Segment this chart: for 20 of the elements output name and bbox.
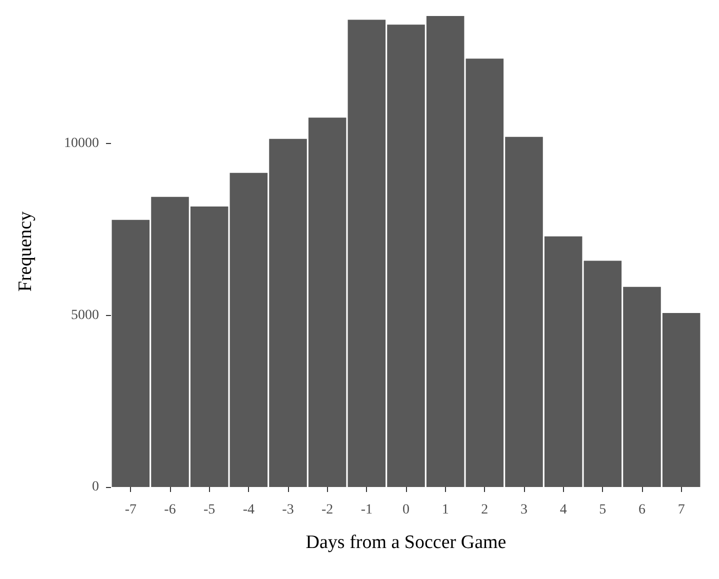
x-tick-label: -1 — [360, 502, 373, 518]
x-tick-label: 7 — [678, 502, 685, 518]
x-tick-label: 4 — [560, 502, 567, 518]
x-tick-label: 2 — [481, 502, 488, 518]
y-axis-title: Frequency — [15, 210, 36, 292]
x-tick-label: 6 — [638, 502, 646, 518]
x-tick-label: 3 — [520, 502, 528, 518]
y-tick-label: 0 — [92, 480, 99, 494]
x-tick-label: -2 — [321, 502, 334, 518]
y-tick-label: 5000 — [71, 308, 99, 323]
x-tick-label: -3 — [282, 502, 294, 518]
x-tick-label: 5 — [599, 502, 606, 518]
y-tick-label: 10000 — [64, 136, 99, 152]
x-axis-title: Days from a Soccer Game — [306, 532, 506, 553]
x-tick-label: 1 — [442, 502, 449, 518]
x-tick-label: -5 — [203, 502, 216, 518]
x-tick-label: -4 — [242, 502, 255, 518]
x-tick-label: -6 — [164, 502, 176, 518]
x-tick-label: 0 — [402, 502, 410, 518]
x-tick-label: -7 — [124, 502, 137, 518]
